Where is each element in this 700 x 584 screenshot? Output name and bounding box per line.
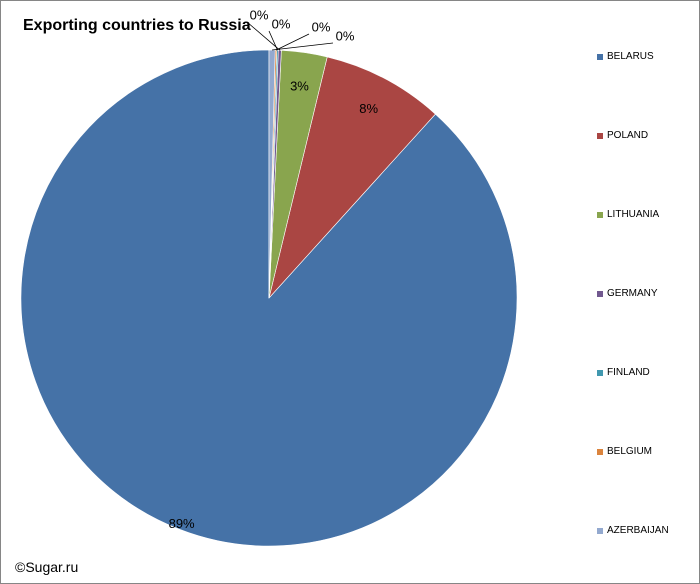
chart-title: Exporting countries to Russia xyxy=(23,17,251,34)
data-label-belarus: 89% xyxy=(169,516,195,531)
pie-slice-poland xyxy=(268,56,436,299)
data-label-poland: 8% xyxy=(359,101,378,116)
pie-slice-belarus xyxy=(20,49,518,547)
leader-line-germany xyxy=(246,21,281,51)
legend-item-lithuania: LITHUANIA xyxy=(597,209,659,220)
legend-item-belgium: BELGIUM xyxy=(597,446,652,457)
legend-label-belarus: BELARUS xyxy=(607,51,654,62)
legend-label-germany: GERMANY xyxy=(607,288,658,299)
leader-line-azerbaijan xyxy=(272,42,334,51)
legend-swatch-belarus xyxy=(597,53,603,60)
legend-item-belarus: BELARUS xyxy=(597,51,654,62)
legend-swatch-germany xyxy=(597,290,603,297)
legend-swatch-lithuania xyxy=(597,211,603,218)
data-label-finland: 0% xyxy=(272,16,291,31)
legend-label-belgium: BELGIUM xyxy=(607,446,653,457)
legend-item-azerbaijan: AZERBAIJAN xyxy=(597,525,669,536)
data-label-azerbaijan: 0% xyxy=(336,28,355,43)
legend-swatch-belgium xyxy=(597,448,603,455)
legend-label-azerbaijan: AZERBAIJAN xyxy=(607,525,669,536)
data-label-lithuania: 3% xyxy=(290,78,309,93)
legend-swatch-finland xyxy=(597,369,603,376)
data-label-germany: 0% xyxy=(250,7,269,22)
legend-label-finland: FINLAND xyxy=(607,367,650,378)
legend-item-germany: GERMANY xyxy=(597,288,658,299)
leader-line-belgium xyxy=(275,33,310,51)
legend-swatch-azerbaijan xyxy=(597,527,603,534)
legend-swatch-poland xyxy=(597,132,603,139)
data-label-belgium: 0% xyxy=(312,19,331,34)
legend-label-lithuania: LITHUANIA xyxy=(607,209,660,220)
legend-label-poland: POLAND xyxy=(607,130,649,141)
copyright-notice: ©Sugar.ru xyxy=(15,559,79,575)
leader-line-finland xyxy=(268,30,278,51)
legend-item-poland: POLAND xyxy=(597,130,648,141)
legend-item-finland: FINLAND xyxy=(597,367,650,378)
